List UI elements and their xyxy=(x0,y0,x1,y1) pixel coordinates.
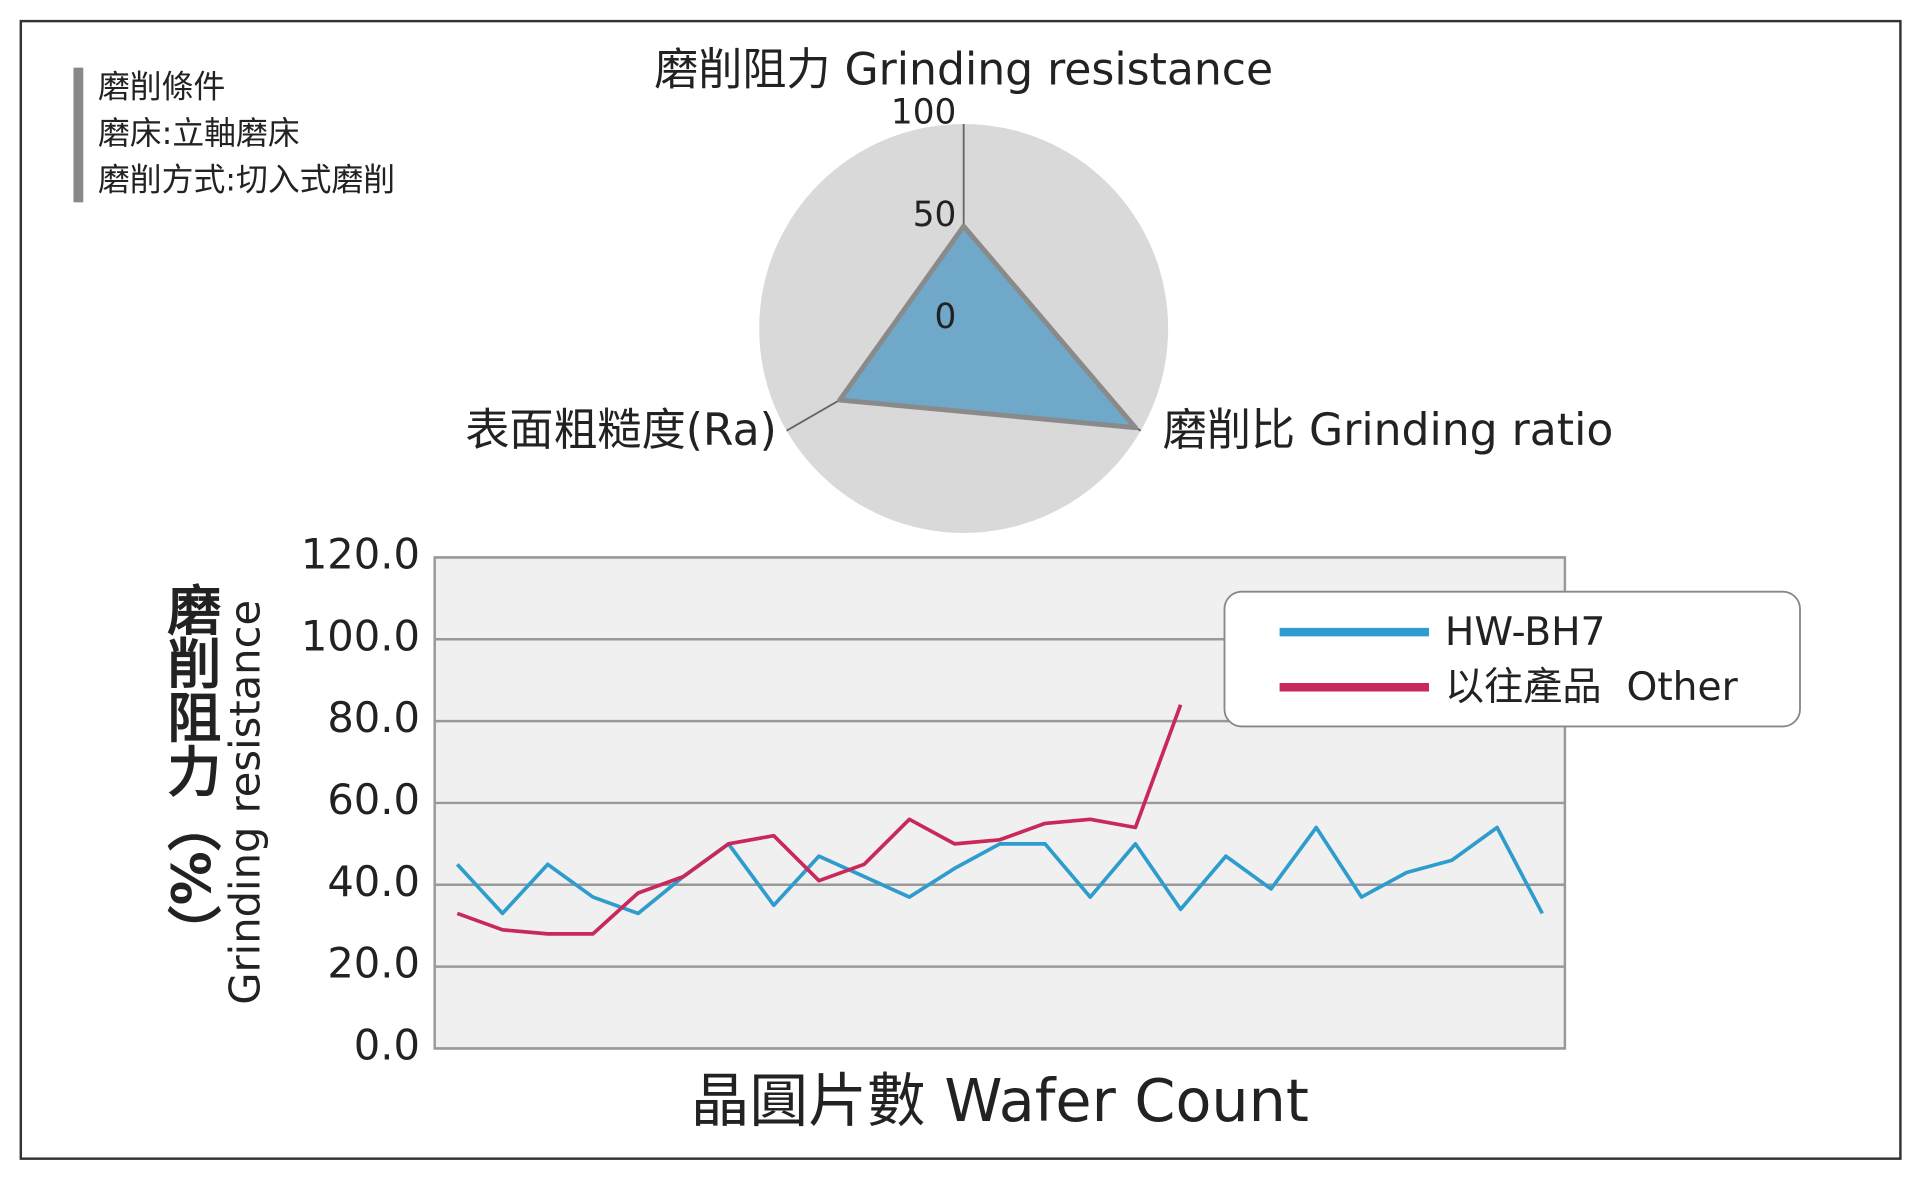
y-tick-label: 80.0 xyxy=(327,693,420,742)
note: 磨床:立軸磨床 xyxy=(98,114,300,152)
y-tick-label: 0.0 xyxy=(354,1020,420,1069)
y-tick-label: 100.0 xyxy=(301,611,420,660)
legend-label: HW-BH7 xyxy=(1445,610,1606,655)
legend-label: 以往產品 Other xyxy=(1445,665,1739,710)
y-tick-label: 40.0 xyxy=(327,857,420,906)
note: 磨削方式:切入式磨削 xyxy=(98,161,395,199)
radar-axis-label: 表面粗糙度(Ra) xyxy=(465,405,776,456)
radar-tick-label: 100 xyxy=(891,93,956,133)
y-tick-label: 120.0 xyxy=(301,529,420,578)
legend-box xyxy=(1223,590,1801,728)
radar-tick-label: 50 xyxy=(913,195,957,235)
series-line xyxy=(456,704,1183,936)
series-line xyxy=(455,825,1544,916)
note-bar xyxy=(73,67,84,203)
radar-tick-label: 0 xyxy=(935,297,957,337)
y-tick-label: 20.0 xyxy=(327,939,420,988)
radar-axis-label: 磨削比 Grinding ratio xyxy=(1163,405,1614,456)
y-axis-label-en: Grinding resistance xyxy=(221,600,270,1005)
radar-axis-label: 磨削阻力 Grinding resistance xyxy=(654,45,1273,96)
note: 磨削條件 xyxy=(98,67,225,105)
x-axis-label: 晶圓片數 Wafer Count xyxy=(691,1066,1309,1135)
y-axis-label: 磨削阻力（%） xyxy=(158,582,221,959)
y-tick-label: 60.0 xyxy=(327,775,420,824)
radar-area xyxy=(837,223,1138,431)
